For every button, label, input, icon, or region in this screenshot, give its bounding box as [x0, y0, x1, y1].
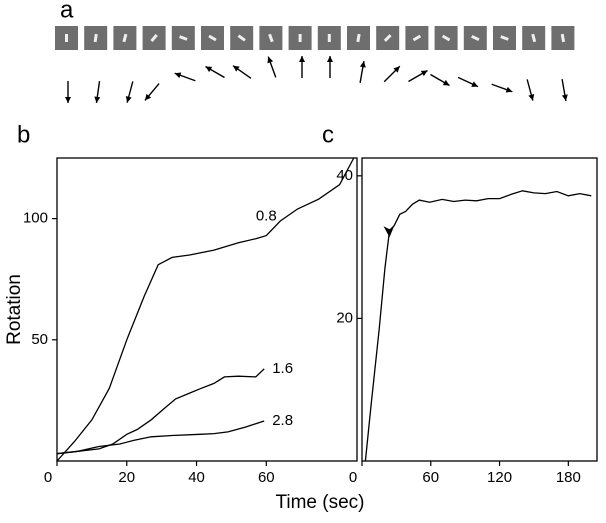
- x-tick-label: 60: [422, 469, 439, 486]
- arrow-head: [471, 81, 478, 87]
- image-spot: [122, 33, 128, 43]
- y-axis-label: Rotation: [4, 274, 25, 345]
- marker-arrow: [383, 225, 395, 238]
- arrow-head: [125, 96, 132, 103]
- image-spot: [298, 34, 302, 42]
- arrow-head: [420, 70, 428, 77]
- arrow-head: [505, 86, 513, 93]
- series-line: [56, 368, 265, 455]
- image-spot: [93, 33, 98, 43]
- image-spot: [531, 33, 537, 43]
- panel-label: b: [17, 121, 30, 148]
- x-tick-label: 0: [349, 469, 357, 486]
- arrow-head: [442, 79, 450, 86]
- x-tick-label: 180: [556, 469, 581, 486]
- arrow-head: [359, 61, 366, 68]
- arrow-head: [393, 66, 400, 73]
- image-spot: [560, 33, 566, 43]
- image-spot: [150, 33, 158, 43]
- x-axis-label: Time (sec): [275, 492, 364, 513]
- image-strip: [55, 26, 575, 103]
- arrow-head: [267, 56, 274, 64]
- y-tick-label: 40: [336, 167, 353, 184]
- image-spot: [356, 33, 361, 43]
- image-spot: [237, 34, 246, 42]
- arrow-head: [327, 56, 333, 62]
- series-label: 1.6: [272, 360, 293, 377]
- image-spot: [471, 34, 480, 42]
- arrow-head: [144, 93, 152, 101]
- y-tick-label: 20: [336, 309, 353, 326]
- arrow-head: [299, 56, 305, 62]
- x-tick-label: 20: [118, 469, 135, 486]
- arrow-head: [561, 94, 568, 101]
- y-tick-label: 100: [23, 210, 48, 227]
- image-spot: [179, 35, 188, 41]
- series-line: [56, 420, 265, 455]
- image-spot: [65, 34, 68, 42]
- arrow-head: [205, 66, 213, 73]
- arrow-head: [174, 72, 182, 79]
- x-tick-label: 120: [487, 469, 512, 486]
- arrow-head: [65, 97, 71, 103]
- plot-frame: [361, 157, 598, 462]
- image-spot: [268, 33, 274, 43]
- panel-label: c: [322, 121, 334, 148]
- x-tick-label: 40: [188, 469, 205, 486]
- series-label: 0.8: [256, 208, 277, 225]
- image-spot: [500, 35, 509, 41]
- arrow-head: [232, 65, 240, 72]
- series-line: [56, 158, 355, 462]
- series-line: [364, 190, 592, 462]
- plot-frame: [56, 157, 358, 462]
- x-tick-label: 60: [258, 469, 275, 486]
- series-label: 2.8: [272, 412, 293, 429]
- panel-label: a: [60, 0, 74, 23]
- arrow-head: [94, 96, 101, 103]
- arrow-head: [528, 94, 535, 101]
- image-spot: [441, 34, 451, 42]
- image-spot: [327, 34, 331, 42]
- y-tick-label: 50: [31, 331, 48, 348]
- image-spot: [412, 34, 422, 42]
- x-tick-label: 0: [44, 469, 52, 486]
- image-spot: [383, 34, 392, 42]
- image-spot: [208, 34, 217, 42]
